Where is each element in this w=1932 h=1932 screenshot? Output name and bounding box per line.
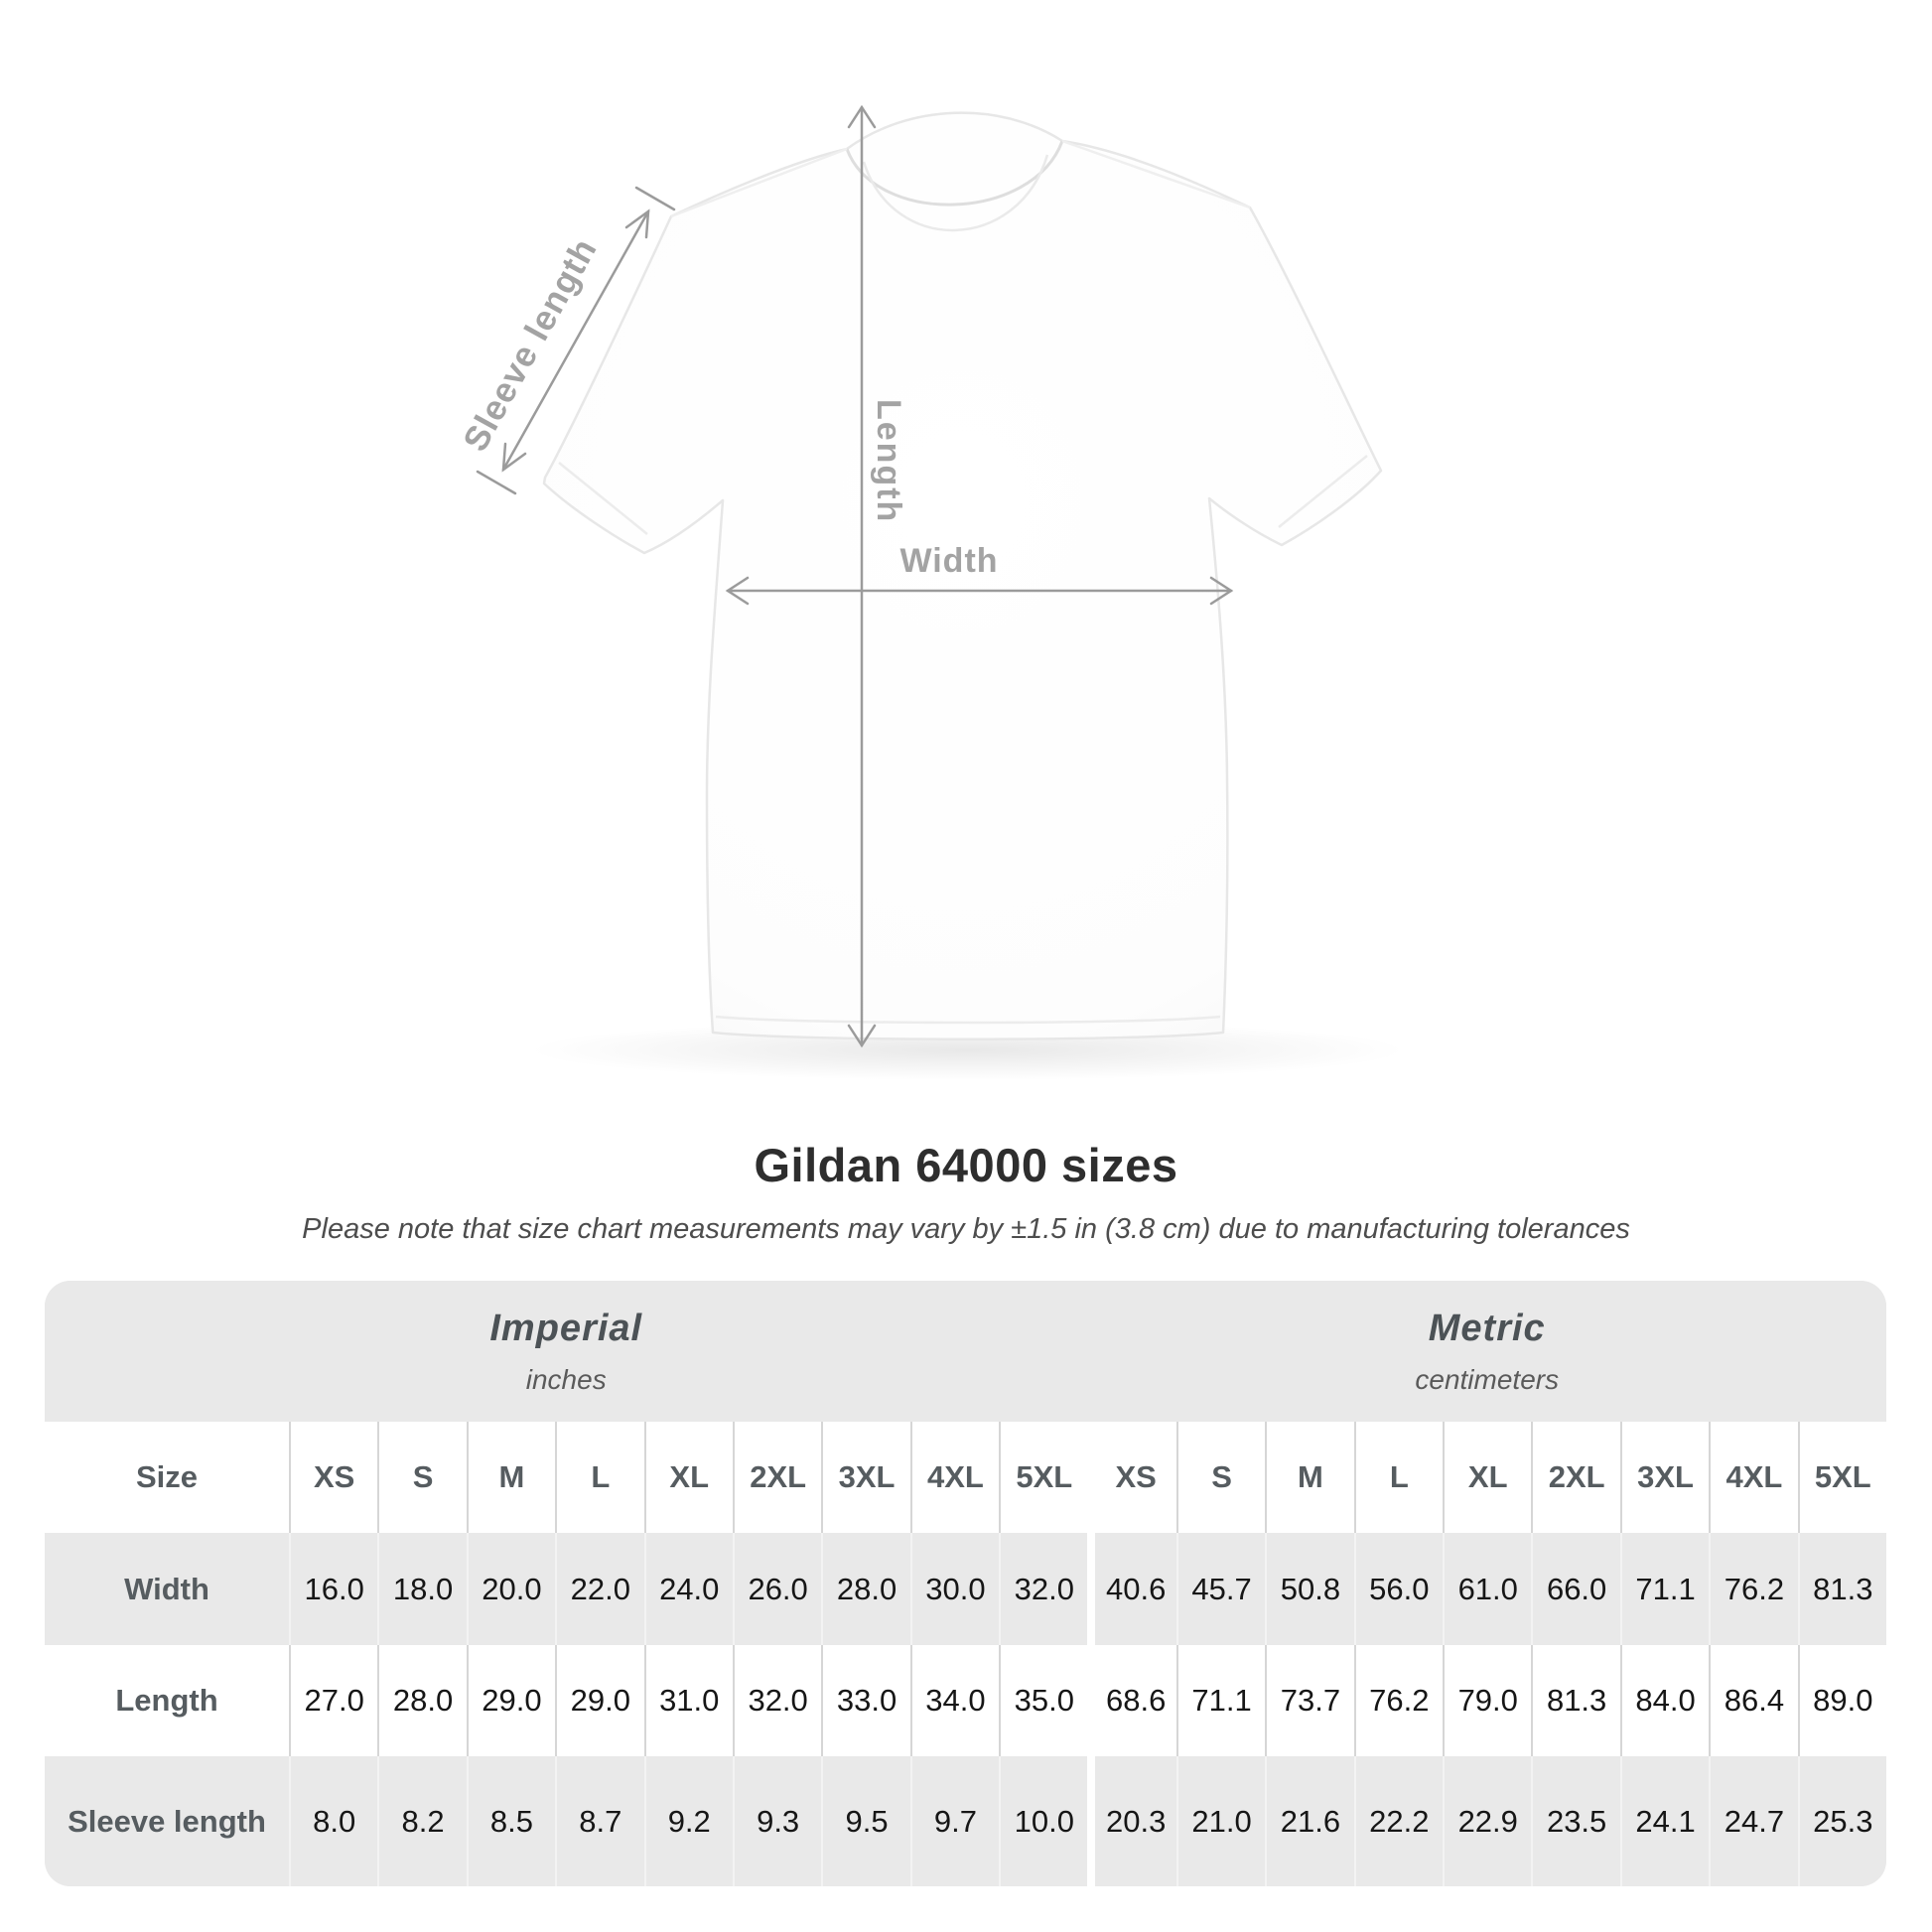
- cell-value: 8.2: [377, 1756, 467, 1886]
- cell-value: 21.6: [1265, 1756, 1354, 1886]
- cell-value: 73.7: [1265, 1645, 1354, 1756]
- column-header: 2XL: [732, 1422, 822, 1533]
- column-header: 4XL: [1709, 1422, 1798, 1533]
- column-header: 5XL: [999, 1422, 1088, 1533]
- column-header: 2XL: [1531, 1422, 1620, 1533]
- size-chart-table: Imperial inches Metric centimeters Size XS S M L…: [45, 1281, 1886, 1886]
- cell-value: 30.0: [909, 1533, 1000, 1645]
- cell-value: 25.3: [1797, 1756, 1886, 1886]
- section-title: Metric: [1428, 1307, 1546, 1349]
- sleeve-length-dimension-line: [476, 186, 676, 495]
- cell-value: 8.7: [555, 1756, 644, 1886]
- cell-value: 86.4: [1709, 1645, 1798, 1756]
- cell-value: 27.0: [289, 1645, 378, 1756]
- column-header: XL: [643, 1422, 733, 1533]
- cell-value: 81.3: [1797, 1533, 1886, 1645]
- column-header: 4XL: [909, 1422, 1000, 1533]
- length-dimension-line: [847, 104, 877, 1048]
- cell-value: 22.0: [555, 1533, 644, 1645]
- column-header: S: [1175, 1422, 1266, 1533]
- cell-value: 71.1: [1619, 1533, 1710, 1645]
- cell-value: 28.0: [821, 1533, 910, 1645]
- row-label: Length: [45, 1645, 289, 1756]
- column-header: 5XL: [1797, 1422, 1886, 1533]
- column-header: L: [1353, 1422, 1444, 1533]
- cell-value: 8.0: [289, 1756, 378, 1886]
- cell-value: 71.1: [1175, 1645, 1266, 1756]
- cell-value: 22.9: [1443, 1756, 1532, 1886]
- cell-value: 9.7: [909, 1756, 1000, 1886]
- tshirt-illustration: [476, 104, 1405, 1080]
- cell-value: 66.0: [1531, 1533, 1620, 1645]
- cell-value: 18.0: [377, 1533, 467, 1645]
- cell-value: 76.2: [1709, 1533, 1798, 1645]
- cell-value: 50.8: [1265, 1533, 1354, 1645]
- cell-value: 24.0: [643, 1533, 733, 1645]
- column-header: 3XL: [821, 1422, 910, 1533]
- cell-value: 61.0: [1443, 1533, 1532, 1645]
- cell-value: 45.7: [1175, 1533, 1266, 1645]
- cell-value: 32.0: [999, 1533, 1088, 1645]
- cell-value: 56.0: [1353, 1533, 1444, 1645]
- cell-value: 22.2: [1353, 1756, 1444, 1886]
- column-header: S: [377, 1422, 467, 1533]
- row-label: Sleeve length: [45, 1756, 289, 1886]
- cell-value: 40.6: [1087, 1533, 1176, 1645]
- section-unit: inches: [525, 1363, 607, 1395]
- section-title: Imperial: [489, 1307, 643, 1349]
- cell-value: 29.0: [466, 1645, 556, 1756]
- cell-value: 24.1: [1619, 1756, 1710, 1886]
- cell-value: 24.7: [1709, 1756, 1798, 1886]
- cell-value: 9.2: [643, 1756, 733, 1886]
- column-header: XS: [289, 1422, 378, 1533]
- cell-value: 35.0: [999, 1645, 1088, 1756]
- cell-value: 34.0: [909, 1645, 1000, 1756]
- section-unit: centimeters: [1415, 1363, 1560, 1395]
- unit-section-header: Imperial inches: [45, 1281, 1088, 1422]
- cell-value: 28.0: [377, 1645, 467, 1756]
- row-label: Width: [45, 1533, 289, 1645]
- cell-value: 9.5: [821, 1756, 910, 1886]
- cell-value: 89.0: [1797, 1645, 1886, 1756]
- cell-value: 33.0: [821, 1645, 910, 1756]
- cell-value: 20.0: [466, 1533, 556, 1645]
- cell-value: 84.0: [1619, 1645, 1710, 1756]
- cell-value: 8.5: [466, 1756, 556, 1886]
- cell-value: 32.0: [732, 1645, 822, 1756]
- size-row-label: Size: [45, 1422, 289, 1533]
- cell-value: 21.0: [1175, 1756, 1266, 1886]
- length-label: Length: [870, 399, 907, 524]
- column-header: M: [466, 1422, 556, 1533]
- cell-value: 76.2: [1353, 1645, 1444, 1756]
- tolerance-note: Please note that size chart measurements…: [302, 1213, 1630, 1245]
- cell-value: 10.0: [999, 1756, 1088, 1886]
- shirt-diagram: Length Width Sleeve length: [456, 104, 1405, 1080]
- cell-value: 68.6: [1087, 1645, 1176, 1756]
- page-title: Gildan 64000 sizes: [754, 1139, 1178, 1191]
- cell-value: 9.3: [732, 1756, 822, 1886]
- column-header: XL: [1443, 1422, 1532, 1533]
- cell-value: 26.0: [732, 1533, 822, 1645]
- column-header: XS: [1087, 1422, 1176, 1533]
- width-dimension-line: [725, 576, 1234, 606]
- cell-value: 29.0: [555, 1645, 644, 1756]
- column-header: 3XL: [1619, 1422, 1710, 1533]
- column-header: M: [1265, 1422, 1354, 1533]
- cell-value: 16.0: [289, 1533, 378, 1645]
- tshirt-shape: [542, 111, 1383, 1040]
- cell-value: 31.0: [643, 1645, 733, 1756]
- cell-value: 20.3: [1087, 1756, 1176, 1886]
- width-label: Width: [899, 542, 999, 580]
- unit-section-header: Metric centimeters: [1087, 1281, 1886, 1422]
- column-header: L: [555, 1422, 644, 1533]
- cell-value: 79.0: [1443, 1645, 1532, 1756]
- cell-value: 23.5: [1531, 1756, 1620, 1886]
- cell-value: 81.3: [1531, 1645, 1620, 1756]
